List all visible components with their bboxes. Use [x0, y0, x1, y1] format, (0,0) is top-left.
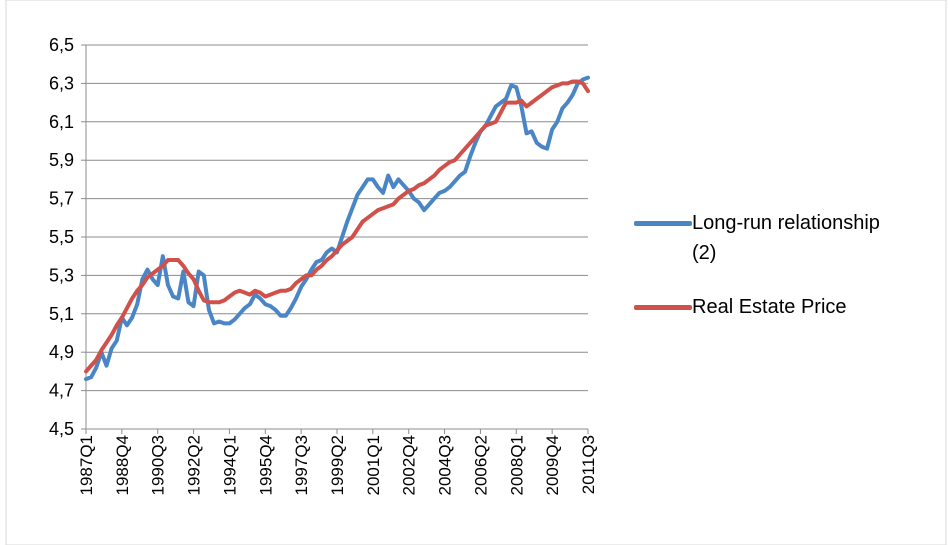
legend-label: Real Estate Price [692, 296, 847, 318]
legend-item: Long-run relationship (2) [634, 208, 884, 268]
y-tick-label: 5,3 [49, 265, 74, 285]
x-tick-label: 2011Q3 [579, 435, 598, 494]
y-tick-label: 5,9 [49, 150, 74, 170]
legend-item: Real Estate Price [634, 292, 884, 322]
x-tick-label: 1999Q2 [328, 435, 347, 496]
x-tick-label: 2001Q1 [364, 435, 383, 496]
legend-swatch [634, 221, 692, 226]
x-tick-label: 1997Q3 [292, 435, 311, 496]
x-tick-label: 1988Q4 [113, 435, 132, 496]
x-tick-label: 2006Q2 [471, 435, 490, 496]
y-tick-label: 5,7 [49, 189, 74, 209]
legend-label: Long-run relationship (2) [692, 212, 880, 264]
x-tick-label: 1992Q2 [185, 435, 204, 496]
chart-frame [5, 0, 947, 545]
x-tick-label: 1987Q1 [77, 435, 96, 496]
y-tick-label: 6,5 [49, 35, 74, 55]
x-tick-label: 2004Q3 [436, 435, 455, 496]
y-tick-label: 5,1 [49, 304, 74, 324]
y-tick-label: 5,5 [49, 227, 74, 247]
y-tick-label: 4,7 [49, 381, 74, 401]
legend: Long-run relationship (2) Real Estate Pri… [634, 208, 884, 346]
x-tick-label: 1995Q4 [256, 435, 275, 496]
x-tick-label: 1994Q1 [220, 435, 239, 496]
x-tick-label: 2009Q4 [543, 435, 562, 496]
y-tick-label: 6,1 [49, 112, 74, 132]
y-tick-label: 4,9 [49, 342, 74, 362]
series-line [84, 79, 590, 374]
x-tick-label: 1990Q3 [149, 435, 168, 496]
legend-swatch [634, 305, 692, 310]
y-tick-label: 6,3 [49, 73, 74, 93]
y-tick-label: 4,5 [49, 419, 74, 439]
x-tick-label: 2002Q4 [400, 435, 419, 496]
x-tick-label: 2008Q1 [507, 435, 526, 496]
